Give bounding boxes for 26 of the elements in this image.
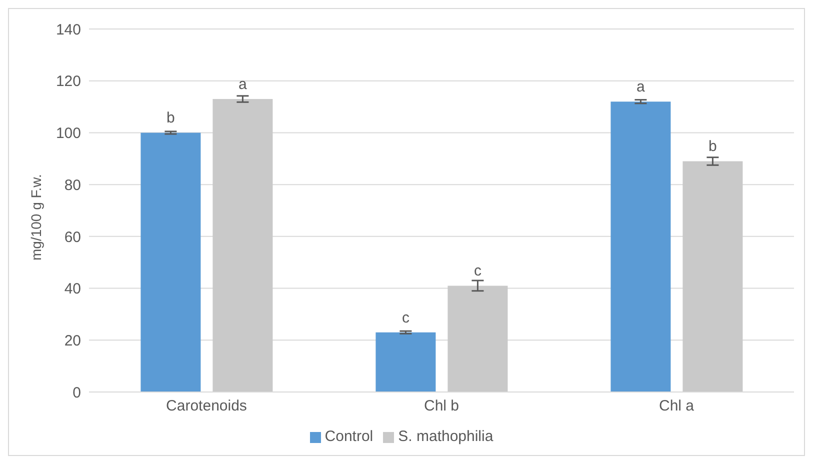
x-tick-label: Chl b	[424, 398, 460, 415]
y-tick-label: 120	[56, 73, 81, 90]
bar	[140, 132, 201, 392]
legend-label: S. mathophilia	[398, 428, 494, 445]
y-tick-label: 0	[72, 384, 81, 402]
data-label: b	[708, 138, 717, 156]
legend-label: Control	[324, 428, 374, 445]
data-label: c	[474, 262, 482, 280]
y-tick-label: 60	[64, 228, 81, 246]
y-tick-label: 80	[64, 176, 81, 194]
x-tick-label: Carotenoids	[166, 398, 247, 415]
bar	[610, 102, 671, 392]
bar	[376, 332, 436, 392]
data-label: b	[166, 110, 175, 127]
bar	[448, 286, 508, 392]
y-axis-title: mg/100 g F.w.	[28, 174, 44, 260]
data-label: a	[636, 78, 646, 96]
bar	[682, 161, 743, 392]
x-tick-label: Chl a	[658, 398, 695, 415]
bar	[212, 99, 273, 392]
data-label: c	[402, 309, 410, 326]
y-tick-label: 140	[56, 21, 81, 38]
y-tick-label: 20	[64, 332, 81, 350]
y-tick-label: 100	[56, 125, 81, 142]
data-label: a	[238, 76, 248, 94]
y-tick-label: 40	[64, 280, 81, 298]
